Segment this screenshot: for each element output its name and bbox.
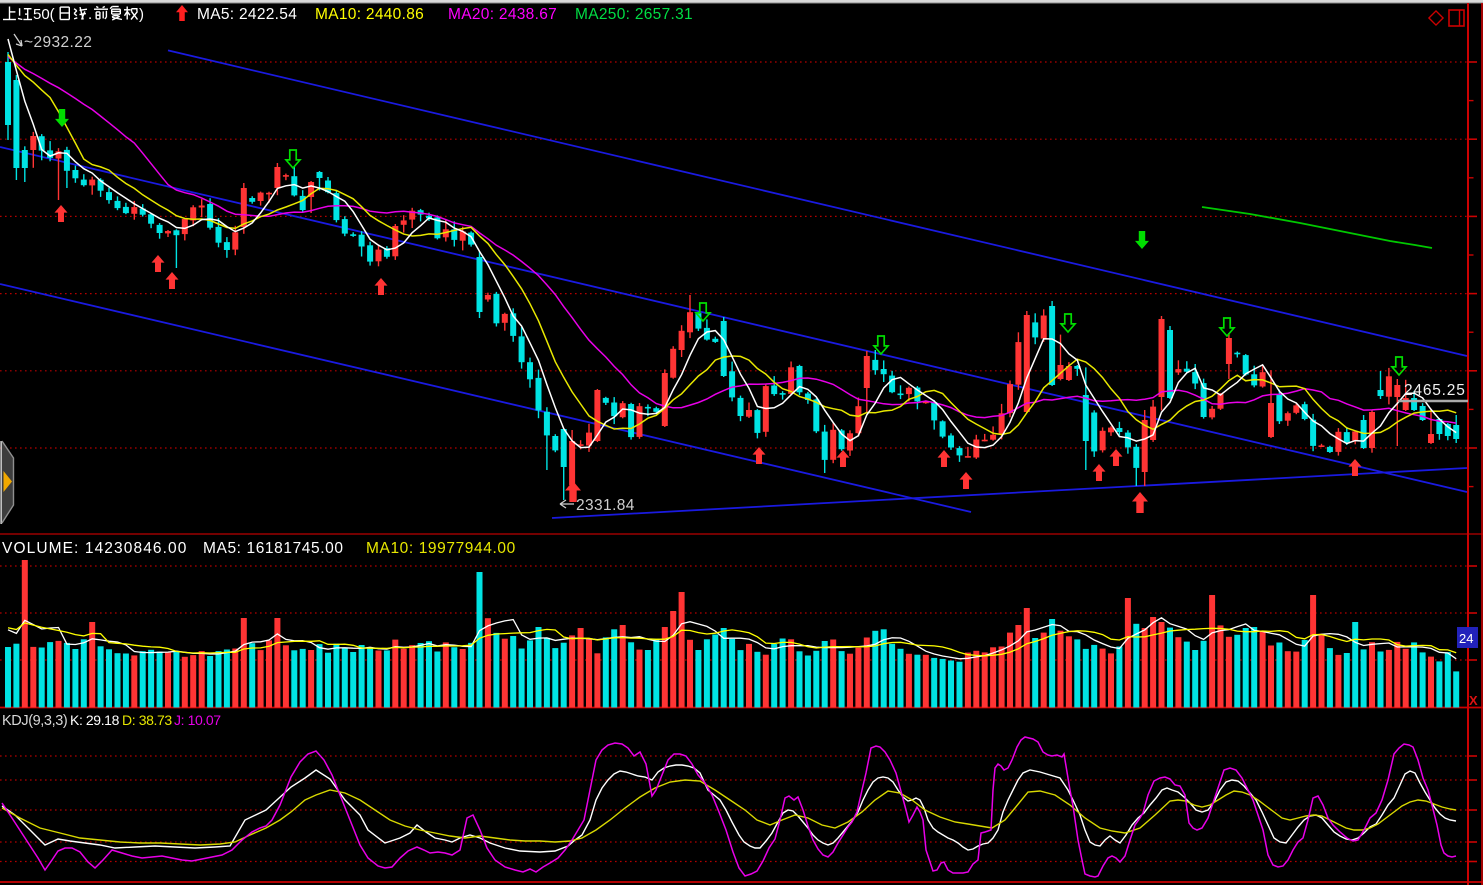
svg-text:K: 29.18: K: 29.18: [70, 712, 120, 728]
svg-text:KDJ(9,3,3): KDJ(9,3,3): [2, 713, 67, 729]
svg-text:.: .: [88, 6, 92, 23]
svg-text:MA10: 19977944.00: MA10: 19977944.00: [366, 540, 516, 557]
svg-text:D: 38.73: D: 38.73: [122, 712, 172, 728]
svg-text:J: 10.07: J: 10.07: [174, 712, 221, 728]
svg-text:2465.25: 2465.25: [1404, 382, 1466, 399]
svg-text:MA5: 2422.54: MA5: 2422.54: [197, 6, 297, 23]
svg-text:VOLUME: 14230846.00: VOLUME: 14230846.00: [2, 540, 187, 557]
svg-text:X: X: [1469, 693, 1478, 708]
svg-text:24: 24: [1459, 631, 1473, 646]
svg-text:MA250: 2657.31: MA250: 2657.31: [575, 6, 693, 23]
svg-text:MA10: 2440.86: MA10: 2440.86: [315, 6, 424, 23]
svg-text:50(: 50(: [33, 6, 55, 23]
svg-text:2331.84: 2331.84: [576, 497, 635, 514]
svg-text:): ): [139, 6, 144, 23]
svg-text:MA5: 16181745.00: MA5: 16181745.00: [203, 540, 344, 557]
svg-text:~2932.22: ~2932.22: [24, 34, 92, 51]
svg-text:MA20: 2438.67: MA20: 2438.67: [448, 6, 557, 23]
